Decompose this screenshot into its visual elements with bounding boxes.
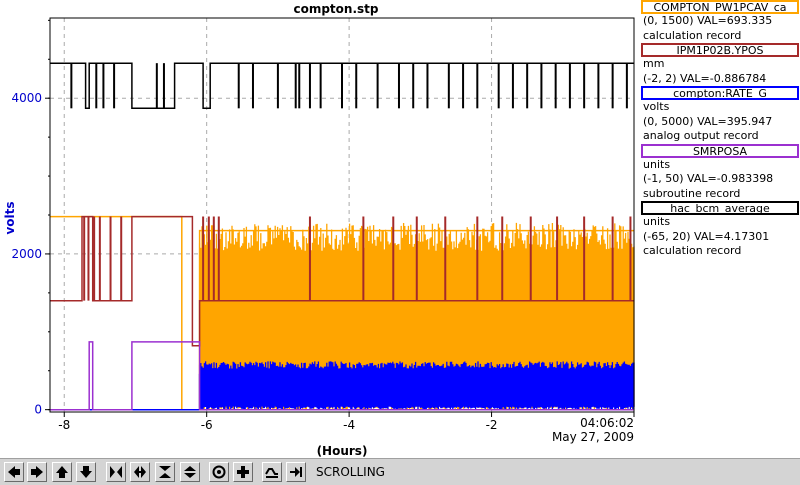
legend-name: COMPTON_PW1PCAV_ca: [653, 1, 787, 14]
plus-icon: [237, 466, 249, 478]
legend-range: (0, 5000) VAL=395.947: [643, 114, 773, 128]
x-tick-label: -2: [486, 418, 498, 432]
scroll-left-button[interactable]: [4, 462, 24, 482]
legend-name: IPM1P02B.YPOS: [676, 44, 764, 57]
zoom-in-vertical-icon: [159, 466, 171, 478]
add-button[interactable]: [233, 462, 253, 482]
series-band: [198, 361, 635, 410]
legend-entry-ipm1p02b[interactable]: IPM1P02B.YPOS: [641, 43, 799, 57]
legend-unit: volts: [643, 100, 670, 113]
series-hac-bcm-average: [50, 62, 634, 110]
scroll-up-button[interactable]: [52, 462, 72, 482]
zoom-out-vertical-icon: [184, 466, 196, 478]
series-line: [50, 62, 634, 110]
legend-record: calculation record: [643, 28, 742, 42]
y-tick-label: 2000: [11, 247, 42, 261]
legend-record: analog output record: [643, 129, 759, 142]
chart-title: compton.stp: [293, 2, 378, 16]
legend-name: compton:RATE_G: [673, 87, 767, 100]
config-a-button[interactable]: [262, 462, 282, 482]
y-tick-label: 0: [34, 403, 42, 417]
zoom-out-horizontal-icon: [134, 466, 146, 478]
zoom-in-y-button[interactable]: [155, 462, 175, 482]
zoom-out-x-button[interactable]: [130, 462, 150, 482]
status-label: SCROLLING: [316, 465, 385, 479]
legend-entry-hac-bcm-average[interactable]: hac_bcm_average: [641, 201, 799, 215]
chart: -8 -6 -4 -2 0 2000 4000 compton.stp volts (Hou…: [3, 2, 635, 458]
legend-unit: units: [643, 215, 671, 228]
arrow-right-icon: [31, 466, 43, 478]
x-axis-label: (Hours): [317, 444, 368, 458]
legend-range: (0, 1500) VAL=693.335: [643, 14, 773, 27]
legend-unit: units: [643, 157, 671, 171]
config-b-button[interactable]: [286, 462, 306, 482]
legend-record: subroutine record: [643, 186, 741, 200]
scroll-right-button[interactable]: [27, 462, 47, 482]
arrow-bar-right-icon: [290, 467, 302, 477]
circle-icon: [212, 465, 226, 479]
y-tick-label: 4000: [11, 91, 42, 105]
series-ipm1p02b-ypos: [50, 215, 634, 347]
x-tick-label: -6: [201, 418, 213, 432]
legend-record: calculation record: [643, 244, 742, 257]
legend-range: (-2, 2) VAL=-0.886784: [643, 71, 767, 85]
scroll-down-button[interactable]: [76, 462, 96, 482]
x-tick-label: -4: [343, 418, 355, 432]
legend-range: (-65, 20) VAL=4.17301: [643, 229, 770, 243]
legend-entry-compton-rate-g[interactable]: compton:RATE_G: [641, 86, 799, 100]
legend-name: hac_bcm_average: [670, 202, 770, 215]
legend-unit: mm: [643, 57, 665, 70]
zoom-out-y-button[interactable]: [180, 462, 200, 482]
end-time-label: 04:06:02: [580, 416, 634, 430]
arrow-down-icon: [80, 466, 92, 478]
series-line: [50, 215, 634, 347]
legend-name: SMRPOSA: [692, 144, 748, 158]
reset-button[interactable]: [209, 462, 229, 482]
y-axis-label: volts: [3, 201, 17, 234]
toolbar: SCROLLING: [0, 458, 800, 485]
arrow-up-icon: [56, 466, 68, 478]
legend-range: (-1, 50) VAL=-0.983398: [643, 172, 774, 185]
signal-icon: [265, 468, 278, 478]
series-line: [50, 341, 634, 411]
legend-entry-smrposa[interactable]: SMRPOSA: [641, 143, 799, 158]
x-tick-label: -8: [58, 418, 70, 432]
series-smrposa: [50, 341, 634, 411]
end-date-label: May 27, 2009: [552, 430, 634, 444]
arrow-left-icon: [8, 466, 20, 478]
legend: COMPTON_PW1PCAV_ca (0, 1500) VAL=693.335…: [641, 0, 800, 259]
zoom-in-x-button[interactable]: [106, 462, 126, 482]
zoom-in-horizontal-icon: [110, 466, 122, 478]
legend-entry-compton-pw1pcav[interactable]: COMPTON_PW1PCAV_ca: [641, 0, 799, 14]
series-compton-rate-g: [50, 361, 635, 411]
